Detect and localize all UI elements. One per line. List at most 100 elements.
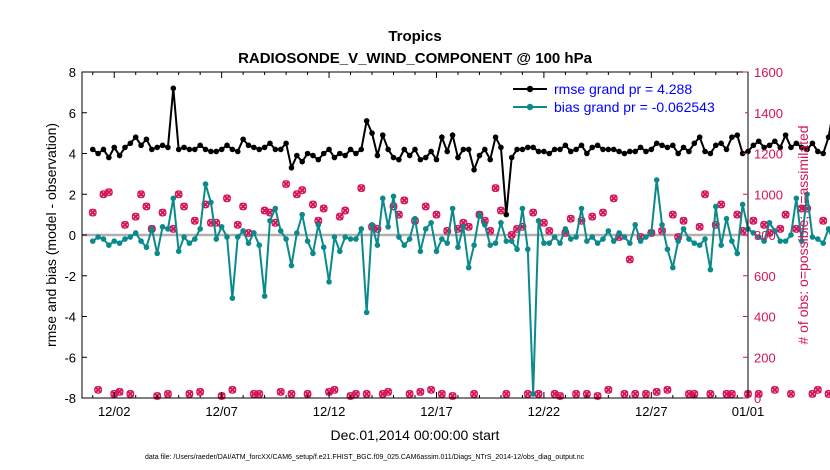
rmse-point xyxy=(422,154,429,161)
assimilated-obs-point xyxy=(470,390,478,398)
bias-point xyxy=(670,264,676,271)
rmse-point xyxy=(331,154,338,161)
rmse-point xyxy=(444,148,451,155)
rmse-point xyxy=(702,148,708,155)
y-right-tick-label: 800 xyxy=(754,228,776,243)
rmse-point xyxy=(696,134,703,140)
bias-point xyxy=(229,295,236,301)
rmse-point xyxy=(809,140,816,147)
possible-obs-point xyxy=(695,222,704,231)
assimilated-obs-point xyxy=(690,390,698,398)
bias-point xyxy=(761,238,767,244)
bias-point xyxy=(202,181,209,187)
possible-obs-point xyxy=(572,389,581,398)
bias-point xyxy=(433,248,440,255)
rmse-point xyxy=(465,146,472,153)
bias-point xyxy=(320,244,327,251)
rmse-point xyxy=(374,152,381,159)
rmse-point xyxy=(299,158,306,165)
rmse-point xyxy=(186,146,193,153)
bias-point xyxy=(122,236,128,242)
y-right-tick-label: 600 xyxy=(754,269,776,284)
rmse-point xyxy=(304,150,311,157)
bias-point xyxy=(439,236,445,242)
rmse-point xyxy=(632,148,639,155)
bias-point xyxy=(374,242,381,248)
rmse-point xyxy=(487,156,493,163)
rmse-point xyxy=(272,146,279,153)
assimilated-obs-point xyxy=(497,206,505,215)
possible-obs-point xyxy=(706,389,715,398)
bias-point xyxy=(798,238,805,244)
y-tick-label: -8 xyxy=(64,391,76,406)
bias-point xyxy=(132,230,139,236)
possible-obs-point xyxy=(131,212,140,221)
rmse-point xyxy=(320,150,327,157)
rmse-point xyxy=(175,146,182,153)
assimilated-obs-point xyxy=(706,390,715,398)
rmse-point xyxy=(143,136,150,143)
possible-obs-point xyxy=(701,190,710,199)
possible-obs-point xyxy=(180,202,189,211)
possible-obs-point xyxy=(776,224,785,233)
possible-obs-point xyxy=(545,226,554,235)
y-axis-right-label: # of obs: o=possible; ×=assimilated xyxy=(795,125,811,344)
legend-bias-label: bias grand pr = -0.062543 xyxy=(554,99,715,115)
assimilated-obs-point xyxy=(695,223,704,231)
bias-point xyxy=(675,238,681,244)
bias-point xyxy=(659,222,665,228)
assimilated-obs-point xyxy=(787,390,795,398)
assimilated-obs-point xyxy=(196,388,204,396)
assimilated-obs-point xyxy=(824,390,830,398)
y-right-tick-label: 200 xyxy=(754,350,776,365)
bias-point xyxy=(149,226,155,232)
possible-obs-point xyxy=(287,389,296,398)
rmse-point xyxy=(782,132,789,138)
legend-box xyxy=(507,78,745,118)
y-right-tick-label: 1200 xyxy=(754,147,783,162)
y-tick-label: 4 xyxy=(69,147,76,162)
possible-obs-point xyxy=(652,387,661,396)
rmse-point xyxy=(804,146,810,153)
rmse-point xyxy=(815,148,821,155)
rmse-point xyxy=(616,148,622,155)
rmse-point xyxy=(202,146,209,153)
assimilated-obs-point xyxy=(814,386,822,394)
possible-obs-point xyxy=(620,389,629,398)
rmse-point xyxy=(234,148,241,155)
rmse-point xyxy=(670,142,676,149)
possible-obs-point xyxy=(609,194,618,203)
possible-obs-point xyxy=(405,389,414,398)
assimilated-obs-point xyxy=(137,190,145,198)
y-right-tick-label: 1600 xyxy=(754,65,783,80)
rmse-point xyxy=(567,148,574,155)
rmse-point xyxy=(492,134,499,140)
rmse-point xyxy=(353,150,359,157)
rmse-point xyxy=(455,154,461,161)
bias-point xyxy=(412,215,418,222)
possible-obs-point xyxy=(663,385,672,394)
bias-point xyxy=(417,248,424,255)
bias-point xyxy=(573,234,579,240)
rmse-point xyxy=(519,146,526,153)
assimilated-obs-point xyxy=(239,202,247,211)
bias-point xyxy=(213,236,220,242)
possible-obs-point xyxy=(625,255,634,264)
possible-obs-point xyxy=(529,208,538,217)
y-tick-label: -6 xyxy=(64,350,76,365)
rmse-point xyxy=(686,148,692,155)
rmse-point xyxy=(460,146,467,153)
rmse-point xyxy=(503,211,510,218)
assimilated-obs-point xyxy=(405,390,414,398)
possible-obs-point xyxy=(400,196,409,205)
rmse-point xyxy=(755,138,762,145)
bias-point xyxy=(492,240,499,246)
assimilated-obs-point xyxy=(679,217,688,225)
assimilated-obs-point xyxy=(325,388,333,396)
bias-point xyxy=(256,242,263,248)
rmse-point xyxy=(149,146,155,153)
bias-point xyxy=(465,264,472,271)
bias-point xyxy=(514,246,520,253)
rmse-point xyxy=(288,164,295,171)
